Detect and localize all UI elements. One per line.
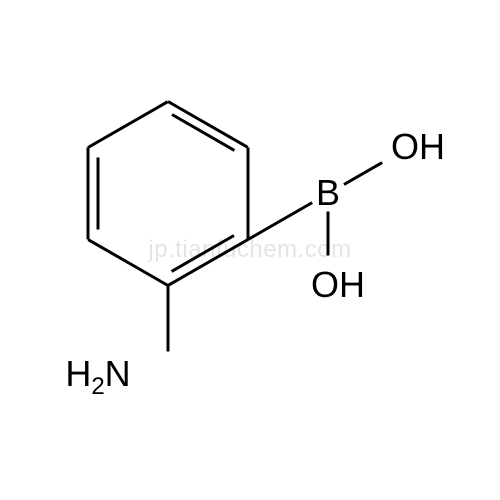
bond-line	[327, 211, 330, 255]
bond-line	[167, 100, 248, 149]
bond-line	[87, 147, 90, 239]
atom-label-oh1: OH	[391, 126, 445, 168]
bond-line	[87, 100, 168, 149]
bond-line	[167, 285, 170, 351]
watermark-text: jp.tianfuchem.com	[148, 236, 351, 264]
bond-line	[247, 201, 313, 241]
atom-label-oh2: OH	[311, 264, 365, 306]
atom-label-b: B	[316, 172, 340, 214]
atom-label-nh2: H2N	[65, 353, 130, 401]
molecule-canvas: jp.tianfuchem.com B OH OH H2N	[0, 0, 500, 500]
bond-line	[343, 161, 383, 186]
bond-line	[97, 157, 100, 229]
bond-line	[247, 147, 250, 239]
